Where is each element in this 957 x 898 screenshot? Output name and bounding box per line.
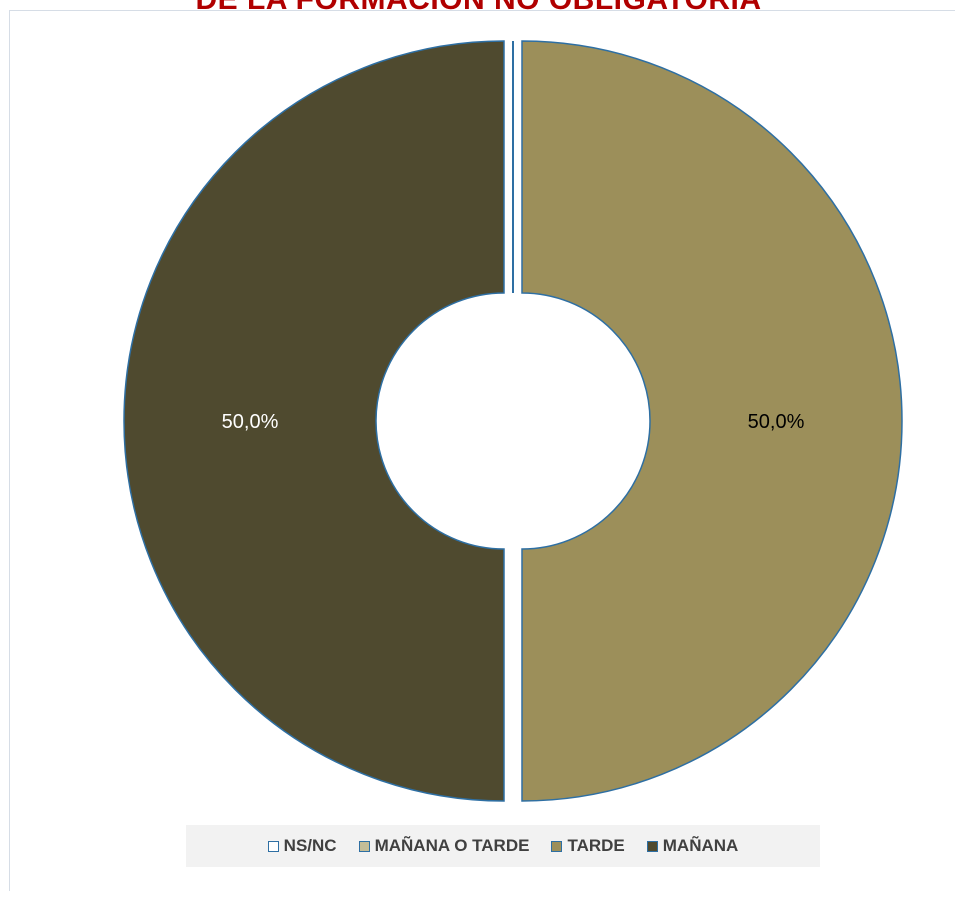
legend-label: MAÑANA O TARDE bbox=[374, 836, 530, 855]
legend-swatch bbox=[646, 840, 658, 852]
legend-item: MAÑANA O TARDE bbox=[358, 836, 530, 856]
legend-label: NS/NC bbox=[283, 836, 337, 855]
data-label-tarde: 50,0% bbox=[748, 411, 805, 433]
data-label-mañana: 50,0% bbox=[222, 411, 279, 433]
legend-item: NS/NC bbox=[267, 836, 337, 856]
legend-swatch bbox=[358, 840, 370, 852]
legend-swatch bbox=[551, 840, 563, 852]
legend-item: TARDE bbox=[551, 836, 625, 856]
slice-mañana bbox=[123, 40, 505, 802]
chart-legend: NS/NC MAÑANA O TARDE TARDE MAÑANA bbox=[186, 825, 820, 867]
slice-tarde bbox=[521, 40, 903, 802]
legend-label: TARDE bbox=[567, 836, 625, 855]
chart-frame bbox=[9, 10, 955, 891]
legend-label: MAÑANA bbox=[662, 836, 739, 855]
legend-item: MAÑANA bbox=[646, 836, 739, 856]
chart-title: DE LA FORMACIÓN NO OBLIGATORIA bbox=[0, 0, 957, 17]
legend-swatch bbox=[267, 840, 279, 852]
